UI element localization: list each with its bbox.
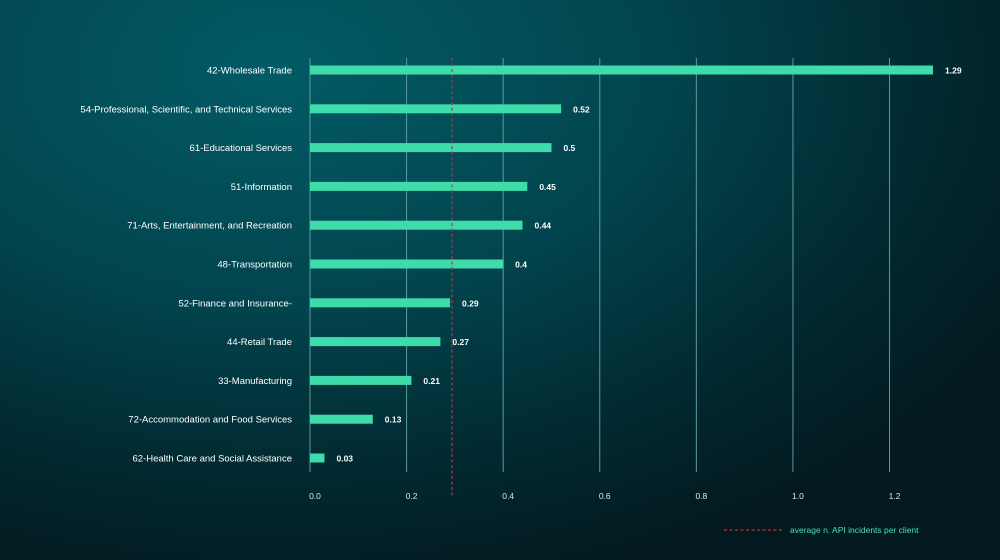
value-label: 0.03 xyxy=(336,454,353,464)
category-label: 71-Arts, Entertainment, and Recreation xyxy=(127,221,292,232)
legend-label: average n. API incidents per client xyxy=(790,525,919,535)
value-label: 0.29 xyxy=(462,298,479,308)
value-label: 0.45 xyxy=(539,182,556,192)
category-label: 42-Wholesale Trade xyxy=(207,66,292,77)
bar xyxy=(310,337,441,347)
category-label: 48-Transportation xyxy=(217,260,292,271)
bar xyxy=(310,181,528,191)
category-label: 72-Accommodation and Food Services xyxy=(128,415,292,426)
x-tick-label: 0.6 xyxy=(599,491,611,501)
bar xyxy=(310,298,451,308)
bars xyxy=(310,65,933,463)
value-label: 0.44 xyxy=(534,221,551,231)
bar xyxy=(310,104,562,114)
bar xyxy=(310,259,504,269)
category-label: 61-Educational Services xyxy=(190,143,293,154)
x-tick-label: 0.0 xyxy=(309,491,321,501)
value-label: 0.52 xyxy=(573,104,590,114)
legend: average n. API incidents per client xyxy=(724,525,919,535)
category-label: 51-Information xyxy=(231,182,292,193)
value-labels: 1.29 0.52 0.5 0.45 0.44 0.4 0.29 0.27 0.21 0.13 0.… xyxy=(336,66,961,464)
value-label: 1.29 xyxy=(945,66,962,76)
category-label: 44-Retail Trade xyxy=(227,337,292,348)
category-labels: 42-Wholesale Trade 54-Professional, Scien… xyxy=(80,66,292,465)
x-tick-label: 0.8 xyxy=(695,491,707,501)
category-label: 62-Health Care and Social Assistance xyxy=(133,454,292,465)
bar xyxy=(310,414,373,424)
value-label: 0.13 xyxy=(385,415,402,425)
x-tick-label: 1.2 xyxy=(889,491,901,501)
bar xyxy=(310,453,325,463)
category-label: 52-Finance and Insurance- xyxy=(178,298,292,309)
value-label: 0.5 xyxy=(563,143,575,153)
x-tick-label: 0.4 xyxy=(502,491,514,501)
bar xyxy=(310,65,933,75)
value-label: 0.21 xyxy=(423,376,440,386)
category-label: 33-Manufacturing xyxy=(218,376,292,387)
bar xyxy=(310,143,552,153)
value-label: 0.4 xyxy=(515,260,527,270)
bar xyxy=(310,220,523,230)
x-axis-tick-labels: 0.0 0.2 0.4 0.6 0.8 1.0 1.2 xyxy=(309,491,901,501)
category-label: 54-Professional, Scientific, and Technic… xyxy=(80,104,292,115)
bar xyxy=(310,375,412,385)
x-tick-label: 0.2 xyxy=(406,491,418,501)
x-tick-label: 1.0 xyxy=(792,491,804,501)
value-label: 0.27 xyxy=(452,337,469,347)
